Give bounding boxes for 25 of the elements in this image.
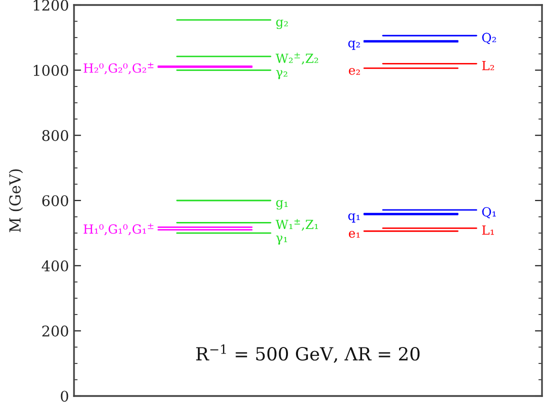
series-label: H₁⁰,G₁⁰,G₁$^{±}$ — [84, 224, 154, 236]
y-axis-title: M (GeV) — [8, 169, 23, 232]
y-tick-label: 1000 — [34, 64, 68, 76]
series-label: q₂ — [348, 40, 360, 50]
series-label: L₂ — [482, 60, 494, 70]
series-label: q₁ — [348, 213, 360, 223]
series-label: g₂ — [276, 20, 288, 30]
series-label: Q₂ — [482, 32, 496, 44]
series-label: γ₁ — [276, 236, 288, 245]
y-tick-label: 800 — [42, 130, 68, 142]
annotation: R$^{−1}$ = 500 GeV, ΛR = 20 — [196, 344, 420, 363]
series-label: L₁ — [482, 226, 494, 235]
series-label: H₂⁰,G₂⁰,G₂$^{±}$ — [84, 62, 154, 74]
y-tick-label: 400 — [42, 260, 68, 272]
y-tick-label: 600 — [42, 195, 68, 206]
y-tick-label: 1200 — [34, 0, 68, 11]
series-label: e₂ — [348, 68, 360, 75]
y-tick-label: 0 — [60, 390, 68, 402]
series-label: W₂$^{±}$,Z₂ — [276, 52, 318, 65]
series-label: g₁ — [276, 200, 288, 210]
series-label: γ₂ — [276, 70, 288, 80]
series-label: Q₁ — [482, 207, 496, 218]
series-label: W₁$^{±}$,Z₁ — [276, 218, 318, 231]
y-tick-label: 200 — [42, 326, 68, 337]
series-label: e₁ — [348, 230, 360, 238]
